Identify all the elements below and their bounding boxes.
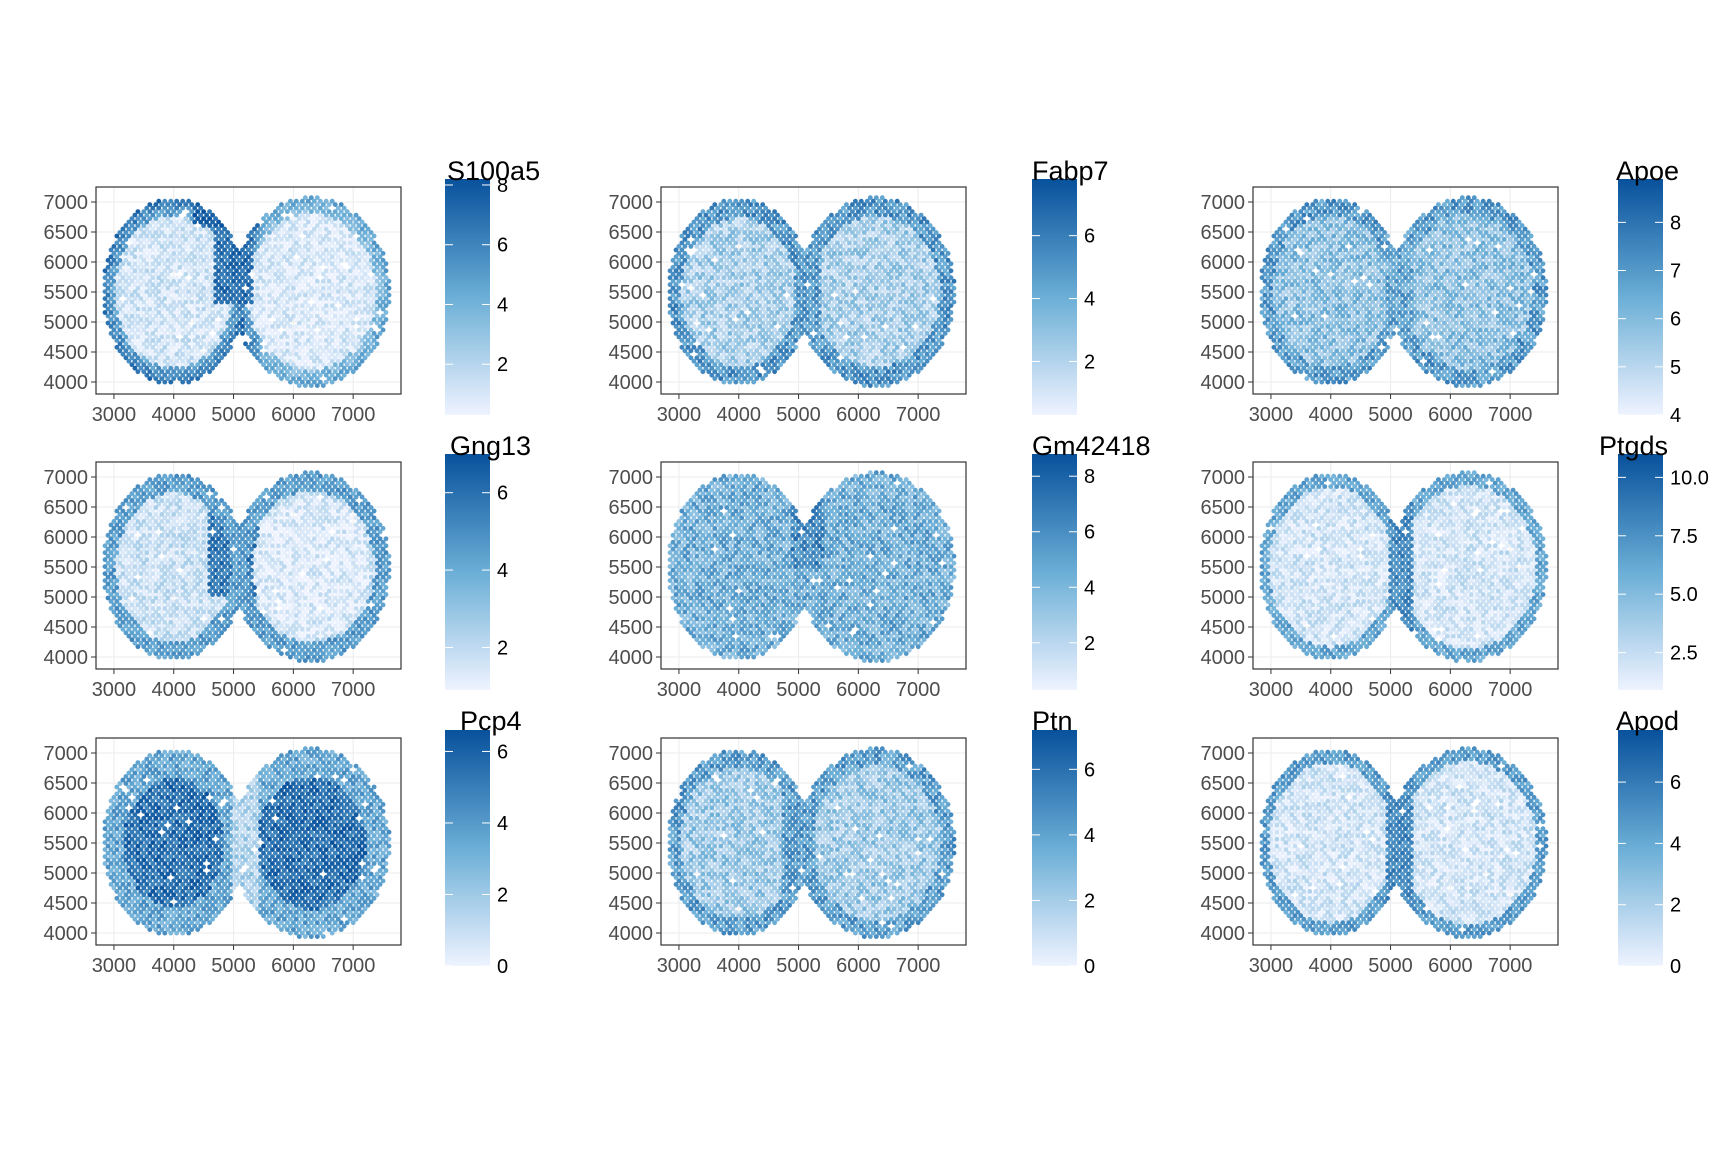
color-legend-bar (445, 179, 490, 415)
panel-apoe: 3000 4000 5000 6000 700040004500500055006000… (1201, 156, 1682, 427)
spot (904, 202, 909, 207)
y-tick-label: 6000 (609, 252, 654, 274)
y-tick-label: 6000 (44, 252, 89, 274)
spot (195, 202, 200, 207)
y-tick-label: 5000 (609, 312, 654, 334)
spot (772, 209, 777, 214)
spot (330, 199, 335, 204)
spot (186, 199, 191, 204)
spot (895, 199, 900, 204)
legend-tick-label: 6 (1084, 226, 1095, 248)
spot (168, 199, 173, 204)
spot (279, 202, 284, 207)
spot (701, 209, 706, 214)
y-tick-label: 4000 (609, 372, 654, 394)
x-tick-label: 4000 (151, 404, 196, 426)
spot (733, 199, 738, 204)
spot (315, 195, 320, 200)
spot (853, 199, 858, 204)
spot (712, 202, 717, 207)
spot (874, 195, 879, 200)
legend-tick-label: 2 (497, 354, 508, 376)
spot (721, 199, 726, 204)
spot (243, 341, 248, 346)
x-tick-label: 6000 (836, 404, 881, 426)
panel-s100a5: 3000 4000 5000 6000 700040004500500055006000… (44, 156, 541, 426)
spot (136, 209, 141, 214)
spot (156, 199, 161, 204)
spot (285, 216, 290, 221)
y-tick-label: 4500 (609, 342, 654, 364)
x-tick-label: 3000 (92, 404, 137, 426)
y-tick-label: 7000 (44, 192, 89, 214)
y-tick-label: 4000 (44, 372, 89, 394)
spot (844, 202, 849, 207)
spot (174, 275, 179, 280)
legend-title: Fabp7 (1032, 156, 1109, 186)
spot (264, 213, 269, 218)
spot (354, 213, 359, 218)
y-tick-label: 6500 (44, 222, 89, 244)
legend-tick-label: 4 (497, 294, 508, 316)
spot (760, 202, 765, 207)
spot (324, 199, 329, 204)
y-tick-label: 4500 (44, 342, 89, 364)
spot (919, 213, 924, 218)
y-tick-label: 5500 (44, 282, 89, 304)
y-tick-label: 6500 (609, 222, 654, 244)
color-legend-bar (1032, 179, 1077, 415)
legend-title: S100a5 (447, 156, 540, 186)
spot (829, 213, 834, 218)
x-tick-label: 7000 (896, 404, 941, 426)
spot (339, 202, 344, 207)
x-tick-label: 5000 (776, 404, 821, 426)
spot (180, 199, 185, 204)
spot (303, 195, 308, 200)
y-tick-label: 5500 (609, 282, 654, 304)
spot (745, 199, 750, 204)
spot (880, 195, 885, 200)
spot (174, 199, 179, 204)
y-tick-label: 5000 (44, 312, 89, 334)
legend-tick-label: 6 (497, 235, 508, 257)
spot (751, 199, 756, 204)
spot (288, 199, 293, 204)
spot (1433, 338, 1438, 343)
spot (147, 202, 152, 207)
spot (162, 199, 167, 204)
spot (868, 195, 873, 200)
x-tick-label: 6000 (271, 404, 316, 426)
spot (255, 223, 260, 228)
x-tick-label: 7000 (331, 404, 376, 426)
spot (739, 199, 744, 204)
spot (727, 199, 732, 204)
spot (859, 199, 864, 204)
legend-tick-label: 2 (1084, 352, 1095, 374)
panel-fabp7: 3000 4000 5000 6000 700040004500500055006000… (609, 156, 1109, 426)
y-tick-label: 7000 (609, 192, 654, 214)
x-tick-label: 4000 (716, 404, 761, 426)
legend-tick-label: 4 (1084, 289, 1095, 311)
legend-tick-label: 8 (497, 175, 508, 197)
spot (889, 199, 894, 204)
x-tick-label: 3000 (657, 404, 702, 426)
spot (309, 195, 314, 200)
spot (207, 209, 212, 214)
spot (294, 199, 299, 204)
x-tick-label: 5000 (211, 404, 256, 426)
